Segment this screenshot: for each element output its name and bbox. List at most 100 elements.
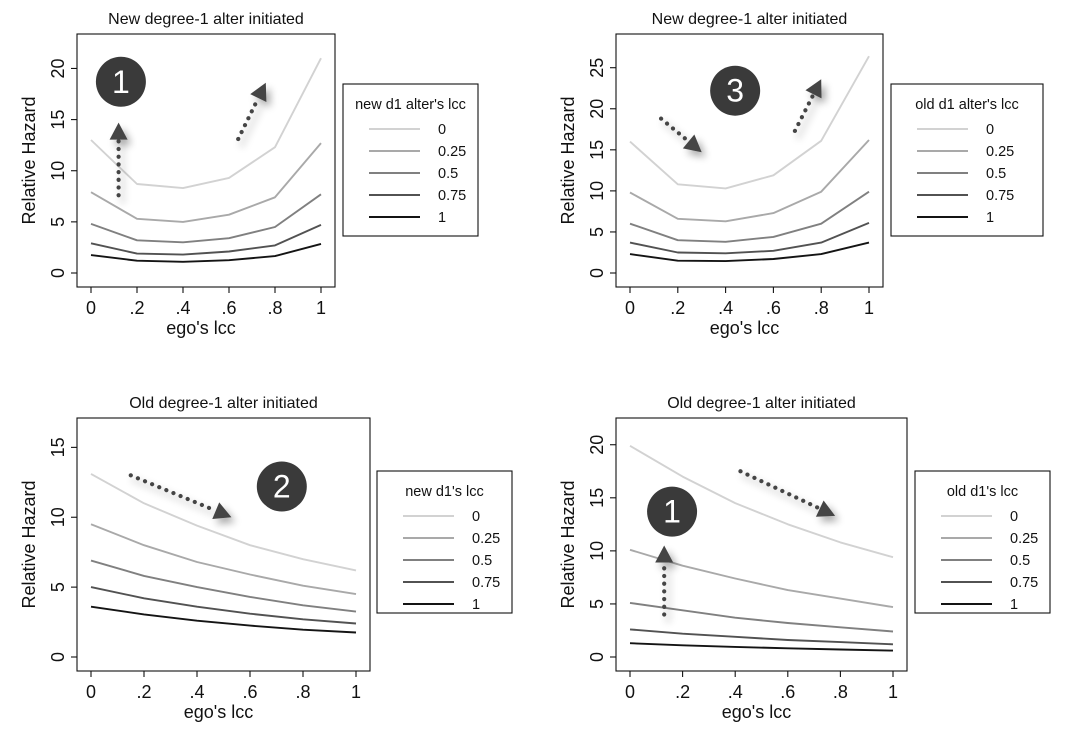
x-tick-label: 1 [351,682,361,702]
legend-label-0: 0 [1010,509,1018,525]
chart-panel-bottom-right: Old degree-1 alter initiated 0 .2 .4 .6 .8 1 eg… [558,395,1051,722]
x-tick-label: .6 [221,298,236,318]
series-line-0 [90,57,322,190]
series-line-0 [629,444,894,559]
plot-frame [615,33,884,288]
annotation-badge-label: 2 [273,469,291,505]
x-tick-label: .4 [175,298,190,318]
x-tick-label: .8 [267,298,282,318]
x-axis-label: ego's lcc [184,702,253,722]
y-tick-label: 20 [48,58,68,78]
arrow-dotted-shaft [792,92,816,134]
legend-label-0: 0 [472,509,480,525]
y-tick-label: 0 [48,268,68,278]
series-line-3 [90,586,357,625]
chart-title: New degree-1 alter initiated [108,11,304,28]
x-tick-label: .4 [189,682,204,702]
annotation-badge-label: 3 [726,73,744,109]
y-tick-label: 15 [48,437,68,457]
legend-label-0: 0 [438,122,446,138]
x-tick-label: .2 [136,682,151,702]
series-line-4 [90,242,322,263]
y-tick-label: 5 [48,582,68,592]
y-tick-label: 10 [587,181,607,201]
legend-label-4: 1 [438,210,446,226]
plot-frame [76,417,371,672]
x-tick-label: .6 [242,682,257,702]
legend-label-2: 0.5 [438,166,458,182]
x-tick-label: .2 [129,298,144,318]
arrow-head [212,502,232,520]
legend-label-1: 0.25 [1010,531,1038,547]
y-tick-label: 5 [587,227,607,237]
annotation-arrow [792,79,822,134]
annotation-badge [256,461,307,512]
x-tick-label: 1 [316,298,326,318]
series-line-1 [629,139,870,223]
legend-label-2: 0.5 [472,553,492,569]
y-tick-label: 0 [587,268,607,278]
series-line-4 [629,642,894,652]
arrow-dotted-shaft [658,116,691,144]
series-line-1 [90,523,357,596]
x-tick-label: .4 [728,682,743,702]
arrow-head [815,500,836,517]
legend-title: new d1's lcc [405,484,484,500]
series-line-4 [629,241,870,263]
x-tick-label: .8 [295,682,310,702]
legend-label-3: 0.75 [1010,575,1038,591]
arrow-head [682,134,702,153]
legend-label-4: 1 [986,210,994,226]
legend-box [342,83,479,237]
y-tick-label: 20 [587,435,607,455]
legend-label-2: 0.5 [1010,553,1030,569]
legend-label-0: 0 [986,122,994,138]
y-tick-label: 10 [48,161,68,181]
legend-label-2: 0.5 [986,166,1006,182]
arrow-head [805,79,822,99]
series-line-3 [629,628,894,646]
chart-title: Old degree-1 alter initiated [129,395,318,412]
x-tick-label: 1 [888,682,898,702]
annotation-badge [647,486,698,537]
x-tick-label: .4 [718,298,733,318]
annotation-badge [95,56,146,107]
x-tick-label: 1 [864,298,874,318]
legend-label-3: 0.75 [986,188,1014,204]
legend-label-3: 0.75 [472,575,500,591]
legend-box [914,470,1051,614]
series-line-1 [90,142,322,223]
legend-title: new d1 alter's lcc [355,97,466,113]
x-tick-label: 0 [86,682,96,702]
x-tick-label: 0 [625,298,635,318]
series-line-0 [90,473,357,572]
y-axis-label: Relative Hazard [19,480,39,608]
chart-panel-top-right: New degree-1 alter initiated 0 .2 .4 .6 .8 1 eg… [558,11,1044,338]
y-tick-label: 15 [587,488,607,508]
arrow-head [655,545,674,563]
x-tick-label: .2 [670,298,685,318]
chart-panel-top-left: New degree-1 alter initiated 0 .2 .4 .6 .8 1 eg… [19,11,479,338]
series-line-3 [90,224,322,256]
series-line-2 [629,601,894,633]
legend-label-3: 0.75 [438,188,466,204]
y-axis-label: Relative Hazard [19,96,39,224]
x-tick-label: .2 [675,682,690,702]
y-tick-label: 10 [587,541,607,561]
x-tick-label: .6 [766,298,781,318]
annotation-arrow [109,122,128,198]
series-line-2 [90,559,357,613]
legend-box [376,470,513,614]
plot-frame [76,33,336,288]
y-tick-label: 5 [587,599,607,609]
annotation-arrow [236,82,267,142]
x-tick-label: .8 [814,298,829,318]
legend-label-1: 0.25 [986,144,1014,160]
series-line-4 [90,605,357,634]
chart-title: Old degree-1 alter initiated [667,395,856,412]
series-line-2 [90,193,322,244]
series-line-1 [629,548,894,609]
x-tick-label: 0 [86,298,96,318]
y-tick-label: 15 [587,140,607,160]
